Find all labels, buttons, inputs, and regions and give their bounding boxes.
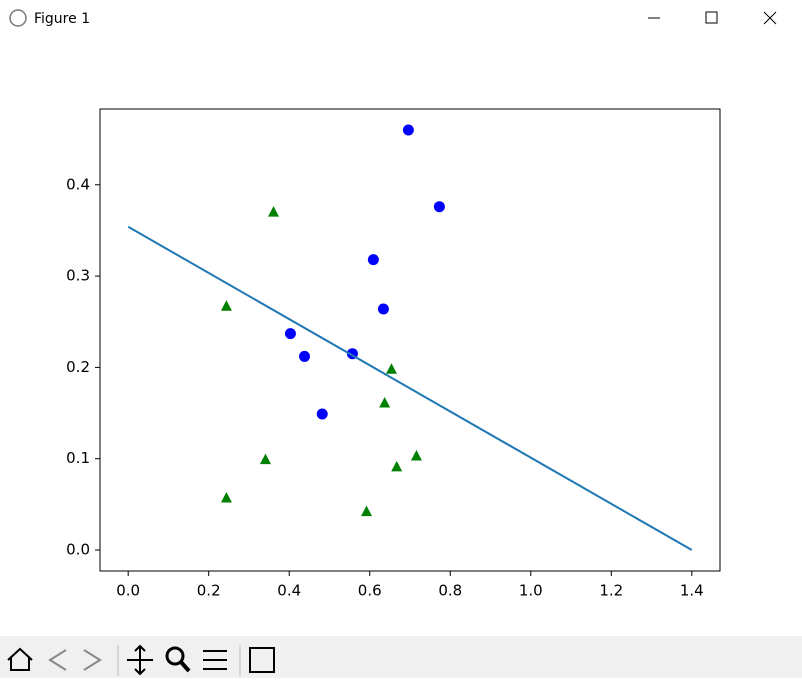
maximize-button[interactable] bbox=[705, 11, 718, 24]
window-title: Figure 1 bbox=[34, 11, 90, 27]
circle-marker bbox=[433, 201, 445, 213]
x-tick-label: 1.2 bbox=[599, 582, 623, 600]
triangle-marker bbox=[268, 206, 280, 217]
configure-button[interactable] bbox=[203, 650, 227, 670]
circle-marker bbox=[377, 303, 389, 315]
toolbar-buttons bbox=[7, 644, 275, 676]
triangle-marker bbox=[410, 449, 422, 461]
circle-marker bbox=[284, 328, 296, 340]
x-tick-label: 0.2 bbox=[197, 582, 221, 600]
circle-marker bbox=[316, 408, 328, 420]
triangle-marker bbox=[361, 505, 373, 517]
x-tick-label: 0.4 bbox=[277, 582, 301, 600]
save-button[interactable] bbox=[249, 647, 275, 673]
circle-marker bbox=[367, 254, 379, 266]
triangle-marker bbox=[391, 460, 403, 472]
y-tick-label: 0.3 bbox=[66, 267, 90, 285]
forward-button[interactable] bbox=[83, 649, 102, 671]
triangle-marker bbox=[259, 453, 271, 465]
x-tick-label: 0.8 bbox=[438, 582, 462, 600]
circle-marker bbox=[299, 350, 311, 362]
x-tick-label: 0.0 bbox=[116, 582, 140, 600]
y-tick-label: 0.1 bbox=[66, 449, 90, 467]
toolbar bbox=[0, 636, 802, 678]
x-tick-label: 0.6 bbox=[358, 582, 382, 600]
title-bar bbox=[0, 0, 802, 36]
x-tick-label: 1.0 bbox=[519, 582, 543, 600]
fit-line bbox=[127, 225, 693, 551]
triangle-marker bbox=[220, 300, 232, 311]
back-button[interactable] bbox=[48, 649, 67, 671]
x-tick-label: 1.4 bbox=[680, 582, 704, 600]
close-button[interactable] bbox=[763, 11, 777, 25]
home-button[interactable] bbox=[7, 647, 33, 671]
y-tick-label: 0.2 bbox=[66, 358, 90, 376]
triangle-marker bbox=[220, 491, 232, 503]
pan-button[interactable] bbox=[127, 644, 153, 676]
triangle-marker bbox=[379, 397, 391, 408]
y-tick-label: 0.0 bbox=[66, 541, 90, 559]
circle-marker bbox=[402, 124, 414, 136]
triangle-marker bbox=[385, 363, 397, 374]
y-tick-label: 0.4 bbox=[66, 175, 90, 193]
zoom-button[interactable] bbox=[165, 646, 185, 666]
plot-area bbox=[99, 108, 721, 572]
app-icon bbox=[9, 9, 27, 27]
